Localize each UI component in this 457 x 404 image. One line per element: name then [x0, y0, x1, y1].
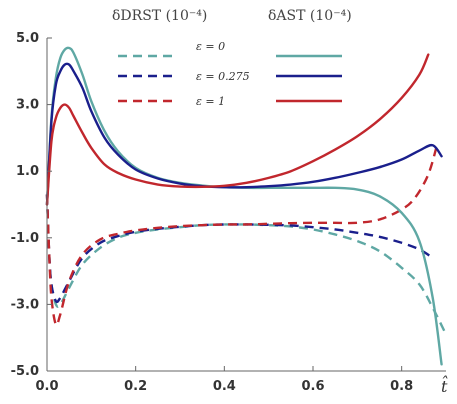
y-tick-label: -3.0	[11, 297, 39, 312]
y-tick-label: -1.0	[11, 231, 39, 246]
y-tick-label: -5.0	[11, 364, 39, 379]
x-tick-label: 0.4	[213, 379, 236, 394]
legend-label-eps0275: ε = 0.275	[196, 70, 250, 83]
series-ast-eps-1	[45, 53, 430, 206]
legend-label-eps1: ε = 1	[196, 95, 225, 108]
tick-layer: 5.0 3.0 1.0 -1.0 -3.0 -5.00.0 0.2 0.4 0.6 0.8	[11, 31, 414, 394]
series-layer	[45, 46, 448, 366]
x-axis-label: t̂	[441, 376, 448, 396]
y-tick-label: 1.0	[16, 164, 39, 179]
y-tick-label: 5.0	[16, 31, 39, 46]
y-tick-label: 3.0	[16, 98, 39, 113]
header-drst: δDRST (10⁻⁴)	[112, 8, 207, 24]
series-ast-eps-0275	[45, 62, 443, 206]
x-tick-label: 0.6	[301, 379, 324, 394]
series-ast-eps-0	[45, 46, 443, 366]
series-drst-eps-1	[45, 144, 439, 327]
x-tick-label: 0.8	[390, 379, 413, 394]
x-tick-label: 0.2	[124, 379, 147, 394]
legend-label-eps0: ε = 0	[196, 40, 225, 53]
legend: ε = 0 ε = 0.275 ε = 1	[118, 40, 342, 108]
x-tick-label: 0.0	[35, 379, 58, 394]
header-ast: δAST (10⁻⁴)	[268, 8, 352, 24]
axis-layer	[46, 38, 446, 372]
series-drst-eps-0	[45, 194, 448, 335]
